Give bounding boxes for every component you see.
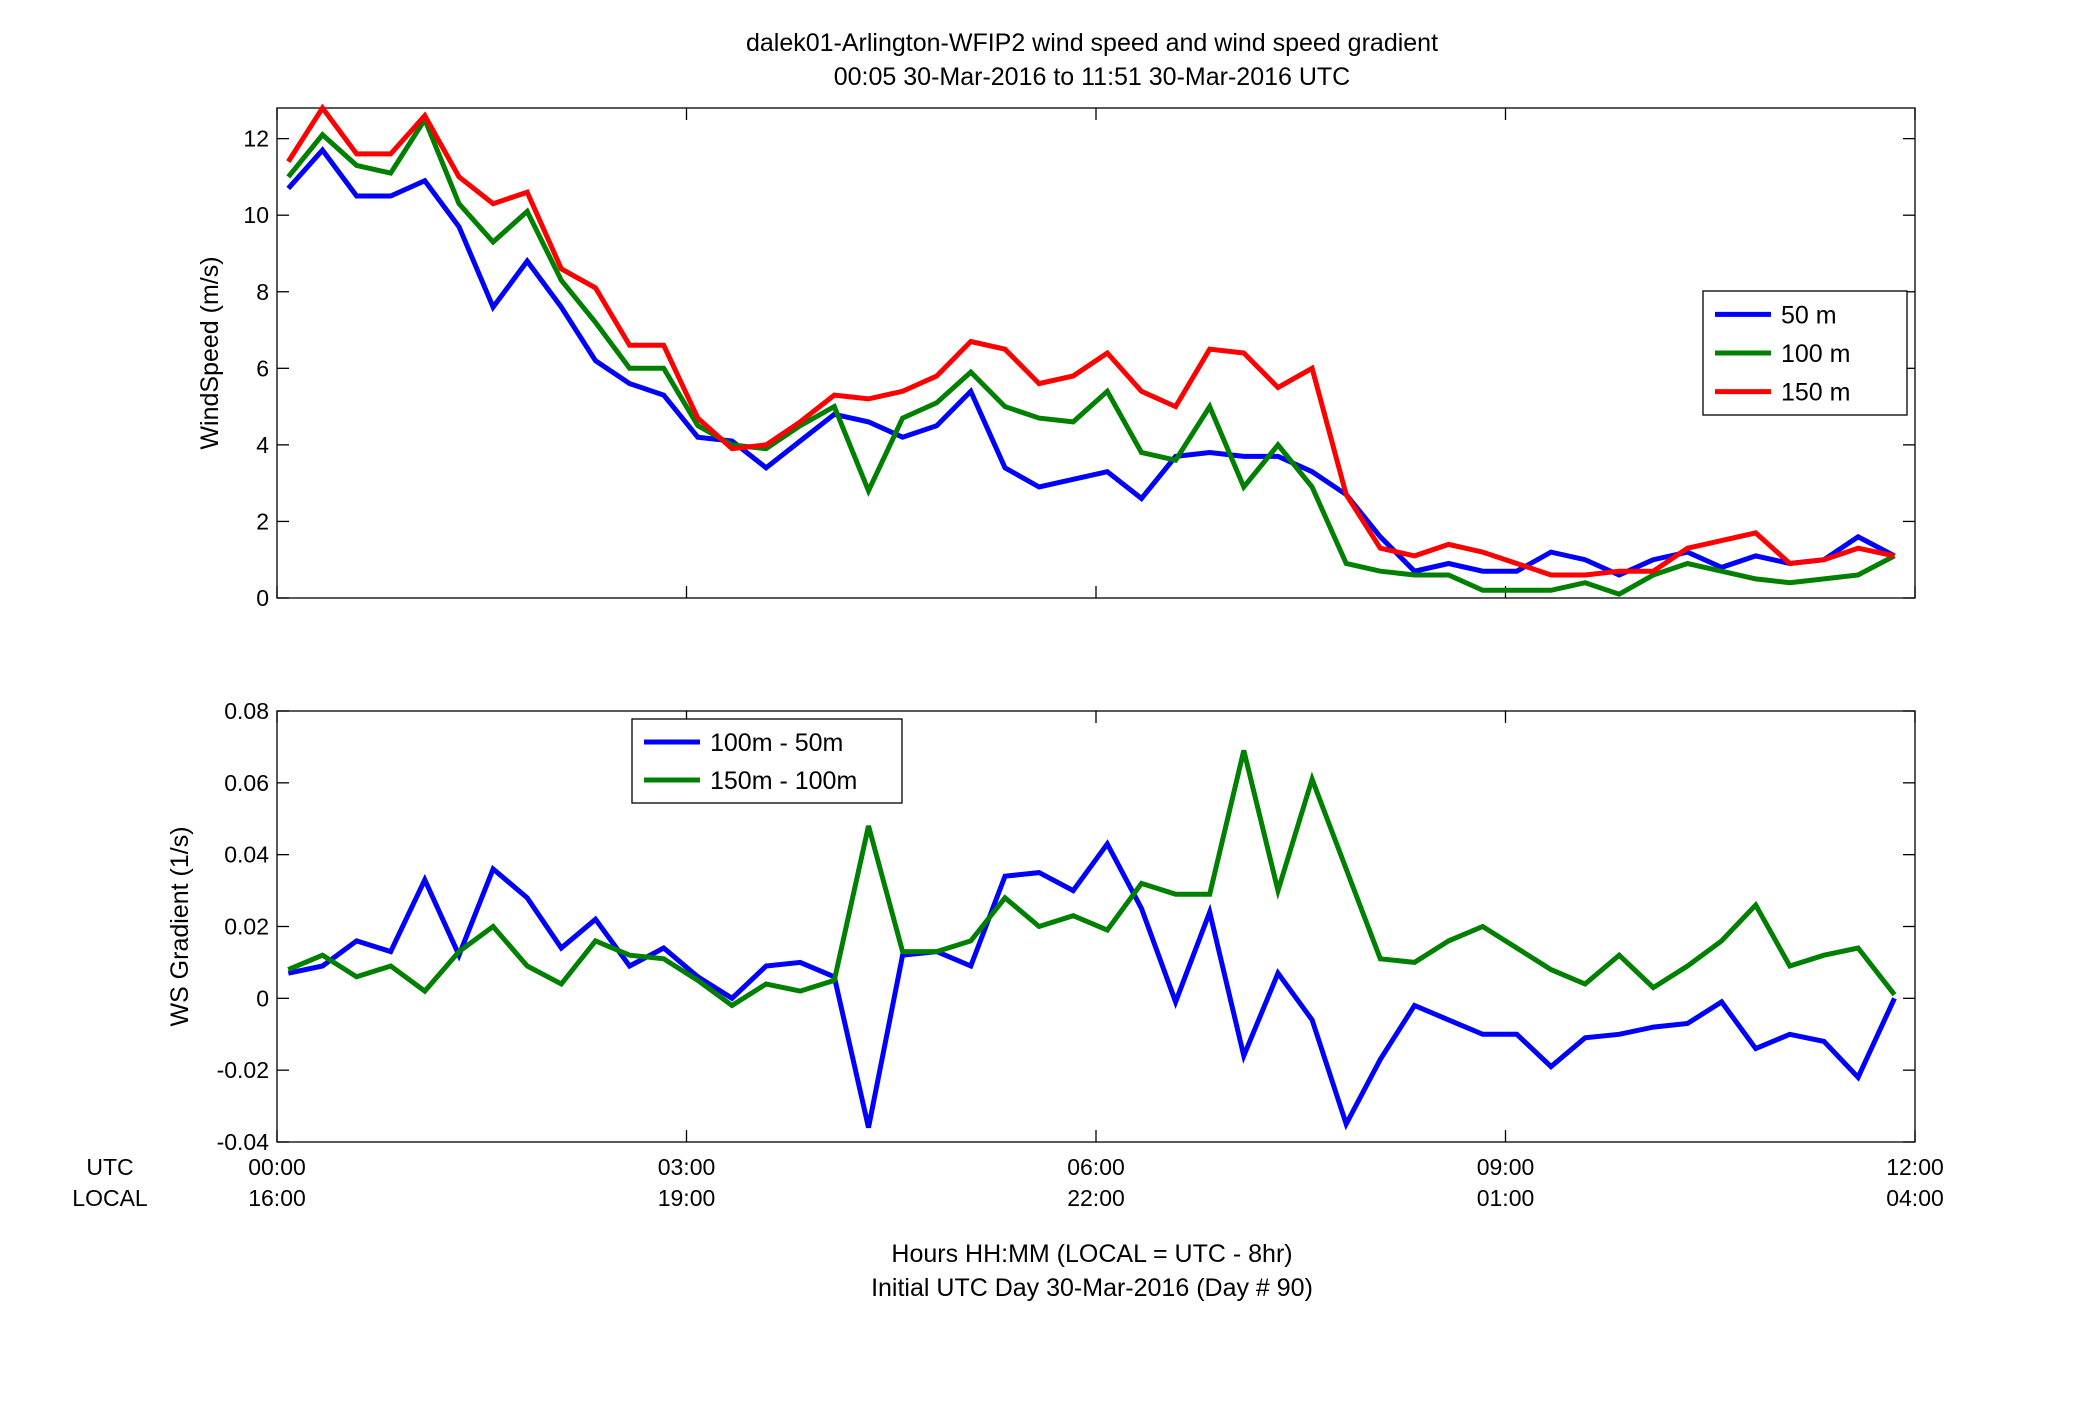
wind-speed-gradient-panel: -0.04 -0.02 0 0.02 0.04 0.06 0.08 WS Gradient (… [166,698,1916,1155]
gradient-ytick-label: 0.06 [224,770,269,796]
windspeed-legend-label: 150 m [1781,379,1850,407]
x-row-label-local: LOCAL [72,1185,148,1211]
gradient-legend-label: 150m - 100m [710,767,857,795]
gradient-series-150m-100m-line [287,749,1897,1009]
windspeed-ytick-label: 10 [243,202,269,228]
windspeed-y-axis-label: WindSpeed (m/s) [196,256,224,449]
windspeed-legend-label: 50 m [1781,301,1837,329]
windspeed-ytick-label: 2 [256,508,269,534]
windspeed-series-150-m-line [286,103,1896,578]
windspeed-legend-label: 100 m [1781,340,1850,368]
x-tick-label-utc: 00:00 [248,1154,306,1180]
gradient-ytick-label: 0 [256,985,269,1011]
gradient-ytick-label: -0.04 [217,1129,270,1155]
gradient-ytick-label: 0.08 [224,698,269,724]
x-axis-label-line1: Hours HH:MM (LOCAL = UTC - 8hr) [891,1240,1292,1268]
windspeed-ytick-label: 8 [256,279,269,305]
x-tick-label-utc: 03:00 [658,1154,716,1180]
gradient-legend: 100m - 50m 150m - 100m [631,718,903,804]
x-tick-label-utc: 06:00 [1067,1154,1125,1180]
windspeed-series-100-m-line [286,114,1896,597]
gradient-y-axis-label: WS Gradient (1/s) [166,826,194,1026]
windspeed-ytick-label: 0 [256,585,269,611]
windspeed-ytick-label: 12 [243,126,269,152]
x-axis-label-line2: Initial UTC Day 30-Mar-2016 (Day # 90) [871,1274,1313,1302]
gradient-legend-label: 100m - 50m [710,729,843,757]
windspeed-legend: 50 m 100 m 150 m [1702,290,1908,416]
x-tick-label-local: 19:00 [658,1185,716,1211]
x-tick-label-local: 04:00 [1886,1185,1944,1211]
wind-speed-panel: 0 2 4 6 8 10 12 WindSpeed (m/s) 50 m 100 m 150 m [196,103,1916,611]
gradient-ytick-label: 0.02 [224,914,269,940]
shared-x-axis: UTC LOCAL 00:00 16:00 03:00 19:00 06:00 22:00… [72,1154,1944,1211]
gradient-ytick-label: 0.04 [224,842,269,868]
gradient-legend-box [631,718,903,804]
figure-title-line1: dalek01-Arlington-WFIP2 wind speed and w… [746,29,1438,57]
x-tick-label-local: 16:00 [248,1185,306,1211]
gradient-ytick-label: -0.02 [217,1057,269,1083]
x-tick-label-local: 01:00 [1477,1185,1535,1211]
x-tick-label-utc: 09:00 [1477,1154,1535,1180]
windspeed-ytick-label: 6 [256,355,269,381]
x-tick-label-local: 22:00 [1067,1185,1125,1211]
windspeed-ytick-label: 4 [256,432,269,458]
x-tick-label-utc: 12:00 [1886,1154,1944,1180]
windspeed-plot-frame [276,107,1916,599]
x-row-label-utc: UTC [86,1154,133,1180]
figure-title-line2: 00:05 30-Mar-2016 to 11:51 30-Mar-2016 U… [834,63,1350,91]
gradient-series-100m-50m-line [287,839,1897,1131]
